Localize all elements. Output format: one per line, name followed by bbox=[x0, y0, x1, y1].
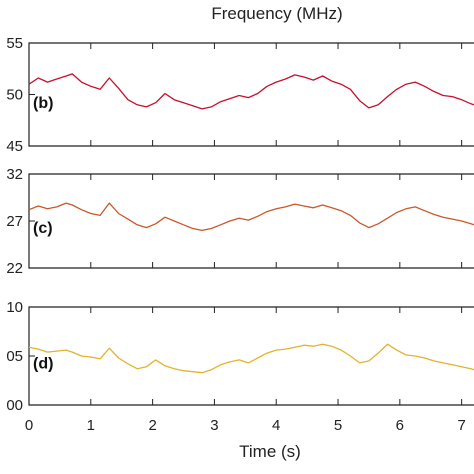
y-tick-label: 00 bbox=[6, 397, 23, 414]
panels-group: 45 50 55 (b) 22 27 32 (c) 00 05 10 (d) bbox=[6, 35, 474, 414]
panel-frame bbox=[28, 306, 474, 406]
y-tick-label: 45 bbox=[6, 138, 23, 155]
panel-label: (c) bbox=[33, 220, 53, 237]
panel-0: 45 50 55 (b) bbox=[6, 35, 474, 155]
x-tick-label: 6 bbox=[396, 417, 404, 434]
x-axis-label: Time (s) bbox=[239, 442, 301, 461]
series-line bbox=[28, 202, 474, 232]
y-tick-label: 32 bbox=[6, 166, 23, 183]
y-tick-label: 10 bbox=[6, 299, 23, 316]
panel-label: (d) bbox=[33, 356, 53, 373]
x-tick-label: 7 bbox=[457, 417, 465, 434]
x-axis: 0 1 2 3 4 5 6 7 bbox=[25, 417, 466, 434]
panel-1: 22 27 32 (c) bbox=[6, 166, 474, 277]
y-tick-label: 22 bbox=[6, 260, 23, 277]
x-tick-label: 2 bbox=[148, 417, 156, 434]
x-tick-label: 3 bbox=[210, 417, 218, 434]
panel-label: (b) bbox=[33, 95, 53, 112]
panel-2: 00 05 10 (d) bbox=[6, 299, 474, 414]
y-tick-label: 05 bbox=[6, 348, 23, 365]
y-tick-label: 55 bbox=[6, 35, 23, 52]
x-tick-label: 5 bbox=[334, 417, 342, 434]
panel-frame bbox=[28, 42, 474, 147]
x-tick-label: 0 bbox=[25, 417, 33, 434]
panel-frame bbox=[28, 173, 474, 269]
series-line bbox=[28, 73, 474, 110]
y-tick-label: 50 bbox=[6, 87, 23, 104]
y-tick-label: 27 bbox=[6, 213, 23, 230]
series-line bbox=[28, 343, 474, 374]
chart-title: Frequency (MHz) bbox=[211, 4, 342, 23]
x-tick-label: 1 bbox=[87, 417, 95, 434]
x-tick-label: 4 bbox=[272, 417, 280, 434]
